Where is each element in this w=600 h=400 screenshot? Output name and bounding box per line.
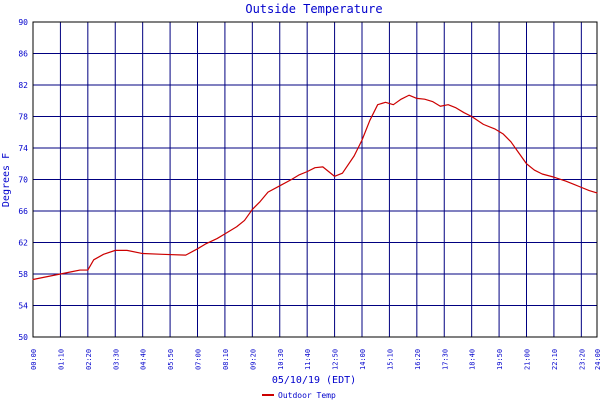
x-tick-label: 19:50 — [496, 349, 504, 370]
x-tick-label: 08:10 — [222, 349, 230, 370]
series-layer — [32, 94, 598, 281]
x-tick-label: 17:30 — [441, 349, 449, 370]
x-tick-label: 21:00 — [524, 349, 532, 370]
x-tick-label: 03:30 — [112, 349, 120, 370]
y-axis-ticks: 90 86 82 78 74 70 66 62 58 54 50 — [18, 18, 28, 342]
x-tick-label: 01:10 — [57, 349, 65, 370]
series-line-outdoor-temp — [32, 94, 598, 281]
y-tick-label: 54 — [18, 302, 28, 311]
x-tick-label: 09:20 — [249, 349, 257, 370]
x-tick-label: 05:50 — [167, 349, 175, 370]
y-tick-label: 90 — [18, 18, 28, 27]
x-tick-label: 24:00 — [594, 349, 600, 370]
legend: Outdoor Temp — [262, 391, 336, 400]
y-tick-label: 58 — [18, 270, 28, 279]
plot-border — [32, 21, 598, 338]
y-tick-label: 50 — [18, 333, 28, 342]
y-tick-label: 82 — [18, 81, 28, 90]
x-tick-label: 18:40 — [469, 349, 477, 370]
x-tick-label: 16:20 — [414, 349, 422, 370]
x-tick-label: 00:00 — [30, 349, 38, 370]
x-tick-label: 22:10 — [551, 349, 559, 370]
x-tick-label: 04:40 — [140, 349, 148, 370]
x-tick-label: 07:00 — [195, 349, 203, 370]
y-tick-label: 62 — [18, 239, 28, 248]
chart-title: Outside Temperature — [245, 2, 382, 16]
x-tick-label: 15:10 — [386, 349, 394, 370]
x-tick-label: 11:40 — [304, 349, 312, 370]
y-tick-label: 86 — [18, 50, 28, 59]
y-tick-label: 74 — [18, 144, 28, 153]
grid-layer — [32, 21, 598, 338]
x-tick-label: 14:00 — [359, 349, 367, 370]
legend-label-outdoor-temp: Outdoor Temp — [278, 391, 336, 400]
y-tick-label: 78 — [18, 113, 28, 122]
x-axis-ticks: 00:00 01:10 02:20 03:30 04:40 05:50 07:00 08:10… — [30, 349, 600, 370]
y-tick-label: 66 — [18, 207, 28, 216]
x-tick-label: 12:50 — [332, 349, 340, 370]
y-axis-label: Degrees F — [1, 153, 12, 207]
x-axis-label: 05/10/19 (EDT) — [272, 375, 356, 386]
x-tick-label: 10:30 — [277, 349, 285, 370]
y-tick-label: 70 — [18, 176, 28, 185]
x-tick-label: 02:20 — [85, 349, 93, 370]
x-tick-label: 23:20 — [578, 349, 586, 370]
